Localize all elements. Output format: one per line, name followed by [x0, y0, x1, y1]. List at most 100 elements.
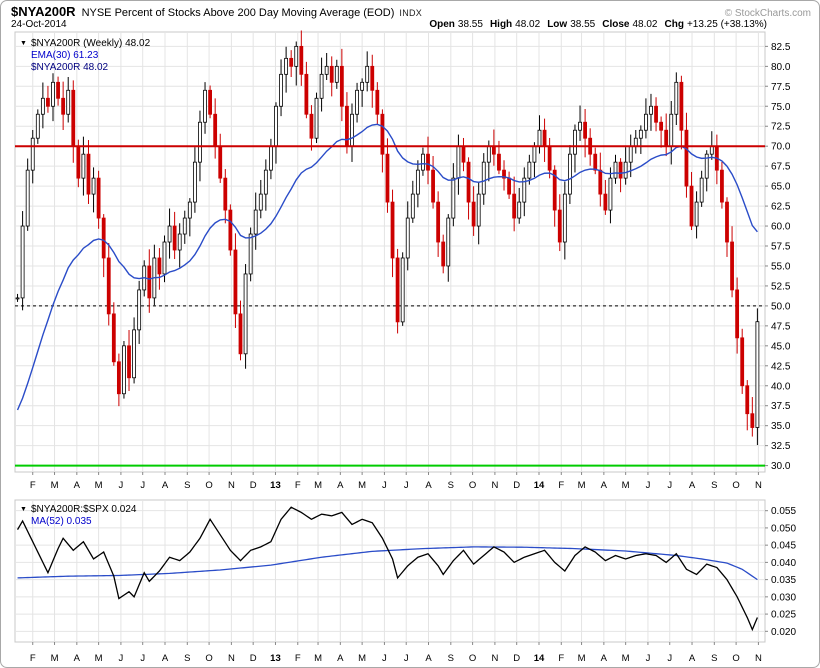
- svg-text:F: F: [30, 653, 36, 664]
- svg-text:J: J: [646, 653, 651, 664]
- svg-text:32.5: 32.5: [771, 441, 791, 452]
- svg-text:M: M: [314, 480, 322, 491]
- main-panel: 82.5 80.0 77.5 75.0 72.5 70.0 67.5 65.0 62.5 60.0…: [14, 30, 791, 475]
- low-label: Low: [547, 19, 568, 30]
- svg-text:0.050: 0.050: [771, 523, 796, 534]
- svg-text:D: D: [250, 653, 257, 664]
- stockcharts-copyright-link[interactable]: © StockCharts.com: [724, 8, 811, 19]
- svg-text:A: A: [337, 653, 344, 664]
- svg-text:EMA(30) 61.23: EMA(30) 61.23: [31, 50, 99, 61]
- svg-text:F: F: [30, 480, 36, 491]
- svg-text:0.025: 0.025: [771, 610, 796, 621]
- svg-text:N: N: [491, 480, 498, 491]
- svg-text:F: F: [558, 480, 564, 491]
- svg-text:S: S: [448, 653, 454, 664]
- svg-text:$NYA200R 48.02: $NYA200R 48.02: [31, 62, 109, 73]
- svg-text:M: M: [51, 653, 59, 664]
- svg-text:80.0: 80.0: [771, 62, 791, 73]
- svg-text:0.055: 0.055: [771, 506, 796, 517]
- svg-text:O: O: [469, 480, 476, 491]
- chart-header: $NYA200R NYSE Percent of Stocks Above 20…: [1, 1, 819, 30]
- svg-text:O: O: [732, 480, 739, 491]
- svg-text:47.5: 47.5: [771, 321, 791, 332]
- open-value: 38.55: [457, 19, 483, 30]
- svg-text:N: N: [755, 480, 762, 491]
- svg-text:N: N: [491, 653, 498, 664]
- svg-text:14: 14: [534, 480, 545, 491]
- svg-text:N: N: [228, 653, 235, 664]
- svg-text:J: J: [667, 653, 672, 664]
- ema30-line: [16, 123, 758, 411]
- svg-text:J: J: [140, 653, 145, 664]
- svg-text:0.030: 0.030: [771, 592, 796, 603]
- svg-text:J: J: [404, 653, 409, 664]
- svg-text:37.5: 37.5: [771, 401, 791, 412]
- ratio-x-axis: F M A M J J A S O N D 13 F M A M J J A S O N D 14 F M A M J J A S O N: [30, 653, 762, 664]
- svg-text:$NYA200R:$SPX 0.024: $NYA200R:$SPX 0.024: [31, 504, 137, 515]
- svg-text:82.5: 82.5: [771, 42, 791, 53]
- svg-text:O: O: [732, 653, 739, 664]
- svg-text:62.5: 62.5: [771, 202, 791, 213]
- svg-text:0.045: 0.045: [771, 541, 796, 552]
- svg-text:D: D: [513, 480, 520, 491]
- close-value: 48.02: [632, 19, 658, 30]
- low-value: 38.55: [570, 19, 596, 30]
- chart-canvas[interactable]: 82.5 80.0 77.5 75.0 72.5 70.0 67.5 65.0 62.5 60.0…: [1, 30, 819, 668]
- svg-text:▼: ▼: [20, 506, 27, 513]
- svg-text:A: A: [601, 653, 608, 664]
- svg-text:70.0: 70.0: [771, 142, 791, 153]
- svg-text:M: M: [95, 653, 103, 664]
- svg-text:77.5: 77.5: [771, 82, 791, 93]
- svg-text:D: D: [513, 653, 520, 664]
- svg-text:30.0: 30.0: [771, 461, 791, 472]
- svg-text:M: M: [622, 480, 630, 491]
- svg-text:40.0: 40.0: [771, 381, 791, 392]
- svg-text:A: A: [689, 653, 696, 664]
- svg-text:A: A: [162, 480, 169, 491]
- ohlc-strip: Open 38.55 High 48.02 Low 38.55 Close 48.02 Chg +…: [422, 19, 811, 30]
- main-x-axis: F M A M J J A S O N D 13 F M A M J J A S O N D 14 F M A M J J A S O N: [30, 480, 762, 491]
- symbol-label: $NYA200R: [11, 4, 76, 19]
- svg-text:0.020: 0.020: [771, 627, 796, 638]
- candlestick-series: [15, 30, 760, 445]
- svg-text:67.5: 67.5: [771, 162, 791, 173]
- svg-text:F: F: [295, 653, 301, 664]
- page-title: NYSE Percent of Stocks Above 200 Day Mov…: [81, 7, 395, 19]
- svg-text:S: S: [448, 480, 454, 491]
- svg-text:S: S: [184, 480, 190, 491]
- svg-text:M: M: [358, 653, 366, 664]
- chart-date: 24-Oct-2014: [11, 19, 67, 30]
- svg-text:J: J: [404, 480, 409, 491]
- ratio-line: [16, 506, 758, 632]
- svg-text:A: A: [162, 653, 169, 664]
- svg-text:M: M: [314, 653, 322, 664]
- svg-text:F: F: [558, 653, 564, 664]
- svg-text:35.0: 35.0: [771, 421, 791, 432]
- svg-text:M: M: [358, 480, 366, 491]
- svg-text:0.040: 0.040: [771, 558, 796, 569]
- svg-text:$NYA200R (Weekly) 48.02: $NYA200R (Weekly) 48.02: [31, 38, 151, 49]
- svg-text:J: J: [119, 653, 124, 664]
- exchange-label: INDX: [399, 8, 423, 18]
- svg-text:42.5: 42.5: [771, 361, 791, 372]
- svg-text:M: M: [95, 480, 103, 491]
- svg-text:M: M: [51, 480, 59, 491]
- high-label: High: [489, 19, 513, 30]
- svg-text:45.0: 45.0: [771, 341, 791, 352]
- high-value: 48.02: [515, 19, 541, 30]
- svg-text:S: S: [711, 653, 717, 664]
- title-row: $NYA200R NYSE Percent of Stocks Above 20…: [11, 4, 811, 19]
- svg-text:75.0: 75.0: [771, 102, 791, 113]
- svg-text:14: 14: [534, 653, 545, 664]
- svg-text:J: J: [646, 480, 651, 491]
- svg-text:J: J: [667, 480, 672, 491]
- ma52-line: [17, 546, 758, 581]
- svg-text:13: 13: [270, 653, 281, 664]
- svg-text:57.5: 57.5: [771, 242, 791, 253]
- svg-text:F: F: [295, 480, 301, 491]
- svg-text:60.0: 60.0: [771, 222, 791, 233]
- svg-text:52.5: 52.5: [771, 281, 791, 292]
